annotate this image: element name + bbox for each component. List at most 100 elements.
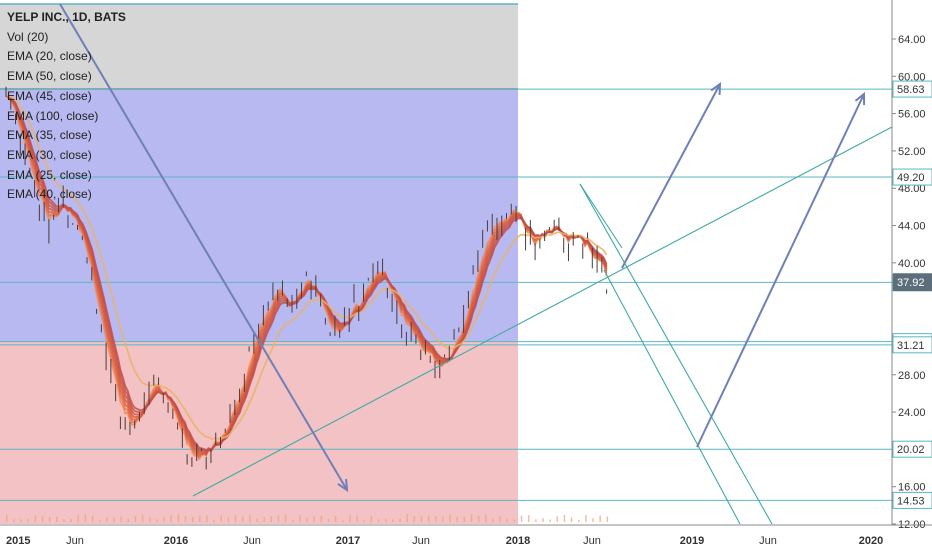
down-arrow-shaft[interactable] <box>59 3 348 491</box>
volume-bar <box>356 515 358 522</box>
volume-bar <box>41 516 44 522</box>
zone-red <box>0 342 518 524</box>
support-trendline[interactable] <box>192 126 893 497</box>
up-arrow-right[interactable] <box>696 91 866 448</box>
volume-bar <box>392 519 394 522</box>
down-arrow[interactable] <box>59 3 349 492</box>
volume-bar <box>399 518 401 522</box>
background-zones <box>0 3 518 524</box>
legend-ema-35[interactable]: EMA (35, close) <box>7 128 92 143</box>
volume-bar <box>34 515 37 522</box>
volume-bar <box>442 516 444 522</box>
legend-ema-40[interactable]: EMA (40, close) <box>7 187 92 202</box>
volume-bar <box>320 515 323 522</box>
ema-lines <box>5 94 608 461</box>
trend-lines <box>192 126 893 525</box>
volume-bar <box>435 516 437 522</box>
volume-bar <box>527 515 530 522</box>
volume-bar <box>199 515 201 522</box>
volume-bar <box>342 519 344 522</box>
x-tick-label-2: 2016 <box>164 535 188 547</box>
y-tick-label-8: 24.00 <box>898 407 926 419</box>
y-tick-label-10: 16.00 <box>898 482 926 494</box>
up-arrow-left[interactable] <box>621 81 722 269</box>
current-price-tag: 37.92 <box>897 277 925 289</box>
level-tag-box-5 <box>892 440 932 458</box>
x-tick-label-1: Jun <box>66 535 84 547</box>
legend-ema-25[interactable]: EMA (25, close) <box>7 167 92 182</box>
x-tick-label-8: 2019 <box>680 535 704 547</box>
y-tick-label-2: 56.00 <box>898 109 926 121</box>
volume-bar <box>263 517 265 522</box>
indicator-legend: YELP INC., 1D, BATS Vol (20) EMA (20, cl… <box>7 8 126 205</box>
volume-bar <box>299 515 301 522</box>
x-tick-label-5: Jun <box>412 535 430 547</box>
volume-bar <box>191 517 194 522</box>
x-tick-label-0: 2015 <box>6 535 30 547</box>
legend-ema-20[interactable]: EMA (20, close) <box>7 49 92 64</box>
volume-bar <box>592 518 594 522</box>
volume-bar <box>334 515 337 522</box>
legend-vol[interactable]: Vol (20) <box>7 29 49 44</box>
volume-bar <box>98 519 101 522</box>
volume-bar <box>13 519 15 522</box>
volume-bar <box>6 514 8 522</box>
projection-arrows <box>59 3 866 492</box>
ema-20-line <box>5 94 608 461</box>
level-tag-6: 14.53 <box>897 495 925 507</box>
volume-bar <box>427 515 430 522</box>
volume-bar <box>184 516 187 522</box>
x-tick-label-4: 2017 <box>336 535 360 547</box>
legend-ema-45[interactable]: EMA (45, close) <box>7 88 92 103</box>
symbol-title[interactable]: YELP INC., 1D, BATS <box>7 10 126 24</box>
volume-bar <box>370 516 373 522</box>
level-tag-box-6 <box>892 491 932 509</box>
current-price-tag-box <box>893 273 932 292</box>
volume-bar <box>213 519 215 522</box>
down-arrow-head[interactable] <box>337 478 349 492</box>
volume-bar <box>599 515 601 522</box>
volume-bar <box>384 518 387 522</box>
y-tick-label-1: 60.00 <box>898 71 926 83</box>
legend-ema-50[interactable]: EMA (50, close) <box>7 69 92 84</box>
volume-bar <box>284 514 287 522</box>
up-arrow-left-shaft[interactable] <box>621 83 721 269</box>
time-axis: 2015 Jun 2016 Jun 2017 Jun 2018 Jun 2019 Jun 2020 <box>0 524 932 547</box>
legend-ema-30[interactable]: EMA (30, close) <box>7 147 92 162</box>
x-tick-label-9: Jun <box>759 535 777 547</box>
up-arrow-right-head[interactable] <box>854 91 866 106</box>
volume-bar <box>20 519 22 522</box>
up-arrow-left-head[interactable] <box>710 81 722 96</box>
volume-bar <box>256 518 258 522</box>
volume-bar <box>84 514 87 522</box>
volume-bar <box>349 515 351 522</box>
level-tag-4: 31.21 <box>897 340 925 352</box>
volume-bar <box>585 515 587 522</box>
channel-line-upper[interactable] <box>579 183 773 525</box>
volume-bar <box>556 516 559 522</box>
up-arrow-right-shaft[interactable] <box>696 93 865 448</box>
volume-bar <box>206 515 208 522</box>
x-tick-label-6: 2018 <box>506 535 530 547</box>
y-tick-label-4: 48.00 <box>898 183 926 195</box>
x-tick-label-7: Jun <box>583 535 601 547</box>
channel-line-lower[interactable] <box>603 269 741 525</box>
volume-bar <box>535 519 537 522</box>
legend-ema-100[interactable]: EMA (100, close) <box>7 108 99 123</box>
volume-bar <box>56 516 58 522</box>
y-tick-label-7: 28.00 <box>898 370 926 382</box>
volume-bar <box>141 514 144 522</box>
y-tick-label-0: 64.00 <box>898 34 926 46</box>
volume-bar <box>70 518 72 522</box>
ema-50-line <box>5 94 608 452</box>
volume-bar <box>563 514 566 522</box>
x-tick-label-10: 2020 <box>859 535 883 547</box>
volume-bar <box>513 519 516 522</box>
candles <box>5 86 608 470</box>
volume-bar <box>477 515 480 522</box>
volume-bar <box>63 519 65 522</box>
volume-bar <box>292 519 294 522</box>
volume-bar <box>313 516 315 522</box>
channel-connector[interactable] <box>579 183 623 249</box>
